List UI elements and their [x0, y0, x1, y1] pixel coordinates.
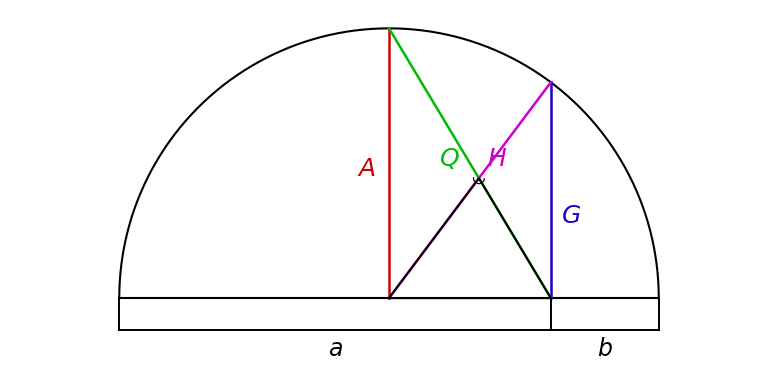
Text: Q: Q	[440, 147, 460, 171]
Text: H: H	[488, 147, 506, 171]
Text: b: b	[598, 337, 612, 361]
Text: a: a	[328, 337, 342, 361]
Text: A: A	[358, 157, 375, 181]
Text: G: G	[562, 204, 581, 228]
